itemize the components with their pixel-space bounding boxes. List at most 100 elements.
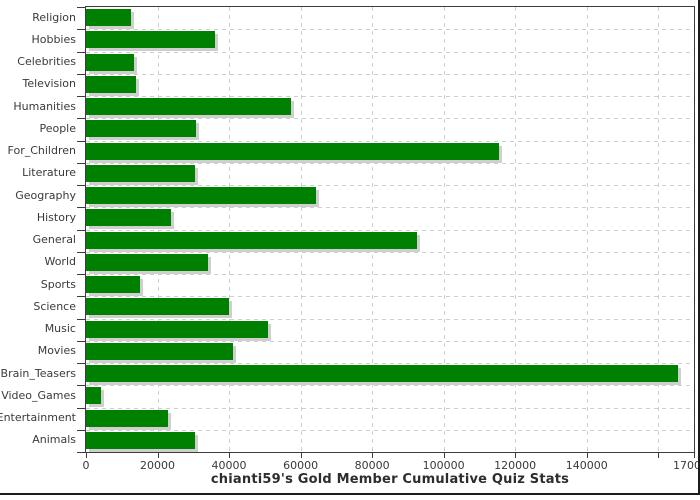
horizontal-gridline: [86, 407, 694, 409]
category-label: Animals: [32, 433, 76, 447]
horizontal-gridline: [86, 363, 694, 364]
x-tick-label: 120000: [494, 459, 537, 472]
horizontal-gridline: [86, 229, 694, 231]
category-label: Entertainment: [0, 411, 76, 425]
horizontal-gridline: [86, 296, 694, 298]
y-axis-tick: [77, 296, 85, 298]
category-label: Science: [33, 299, 76, 313]
bar: [86, 142, 499, 160]
x-tick-label: 60000: [283, 459, 319, 472]
x-axis-tick: [694, 452, 695, 458]
x-axis-tick: [586, 452, 588, 458]
category-label: Celebrities: [17, 55, 76, 69]
horizontal-gridline: [86, 251, 694, 253]
bar-row: [86, 29, 694, 51]
horizontal-gridline: [86, 385, 694, 387]
y-axis-tick: [77, 274, 85, 275]
bar: [86, 9, 132, 26]
horizontal-gridline: [86, 274, 694, 275]
horizontal-gridline: [86, 429, 694, 431]
horizontal-gridline: [86, 73, 694, 75]
category-label: Television: [22, 77, 77, 91]
x-axis-tick: [443, 452, 445, 458]
horizontal-gridline: [86, 29, 694, 31]
x-tick-label: 80000: [354, 459, 390, 472]
y-axis-tick: [77, 29, 85, 31]
bar-row: [86, 385, 694, 407]
category-label: Hobbies: [31, 32, 76, 46]
bar-row: [86, 230, 694, 252]
horizontal-gridline: [86, 340, 694, 342]
x-axis-tick: [515, 452, 517, 458]
horizontal-gridline: [86, 185, 694, 186]
y-axis-tick: [77, 251, 85, 253]
y-axis-tick: [77, 51, 85, 53]
y-axis-tick: [77, 7, 85, 8]
bar-row: [86, 163, 694, 185]
bar-row: [86, 141, 694, 163]
x-tick-label: 40000: [211, 459, 247, 472]
bar-row: [86, 296, 694, 318]
y-axis-tick: [77, 318, 85, 320]
bar-row: [86, 363, 694, 385]
y-axis-tick: [77, 140, 85, 142]
category-label: World: [44, 255, 76, 269]
horizontal-gridline: [86, 140, 694, 142]
x-axis-tick: [658, 452, 660, 458]
y-axis-tick: [77, 162, 85, 164]
x-tick-label: 20000: [140, 459, 176, 472]
chart-title: chianti59's Gold Member Cumulative Quiz …: [210, 472, 570, 487]
bar-row: [86, 185, 694, 207]
y-axis-tick: [77, 185, 85, 186]
plot-area: [77, 6, 695, 458]
bar-row: [86, 7, 694, 29]
category-label: Music: [44, 322, 76, 336]
bar: [86, 187, 316, 204]
x-axis-tick: [300, 452, 302, 458]
bar-row: [86, 319, 694, 341]
horizontal-gridline: [86, 162, 694, 164]
y-axis-tick: [77, 452, 85, 453]
bar-row: [86, 430, 694, 452]
bar-row: [86, 274, 694, 296]
bar: [86, 342, 233, 360]
category-label: Geography: [15, 188, 76, 202]
bar-row: [86, 52, 694, 74]
bar-row: [86, 96, 694, 118]
x-tick-label: 0: [82, 459, 90, 472]
bar: [86, 253, 208, 271]
bar-row: [86, 341, 694, 363]
category-label: Literature: [22, 166, 76, 180]
y-axis-labels: Religion Hobbies Celebrities Television Huma…: [0, 6, 77, 453]
y-axis-tick: [77, 118, 85, 120]
bar: [86, 365, 679, 382]
bar-row: [86, 207, 694, 229]
category-label: For_Children: [7, 144, 76, 158]
bar: [86, 164, 196, 182]
bar-row: [86, 408, 694, 430]
bar: [86, 320, 268, 338]
horizontal-gridline: [86, 96, 694, 97]
category-label: Sports: [40, 277, 76, 291]
category-label: People: [39, 121, 76, 135]
x-axis-tick: [157, 452, 159, 458]
bar: [86, 387, 102, 405]
bar-row: [86, 74, 694, 96]
bar: [86, 409, 169, 427]
category-label: Religion: [32, 10, 76, 24]
horizontal-gridline: [86, 207, 694, 209]
horizontal-gridline: [86, 51, 694, 53]
horizontal-gridline: [86, 318, 694, 320]
x-tick-label: 170000: [673, 459, 698, 472]
y-axis-tick: [77, 207, 85, 209]
category-label: Humanities: [13, 99, 76, 113]
bar: [86, 120, 196, 138]
y-axis-tick: [77, 340, 85, 342]
y-axis-tick: [77, 385, 85, 387]
y-axis-tick: [77, 73, 85, 75]
bar-row: [86, 252, 694, 274]
y-axis-tick: [77, 407, 85, 409]
bar: [86, 53, 134, 71]
bar: [86, 209, 172, 227]
